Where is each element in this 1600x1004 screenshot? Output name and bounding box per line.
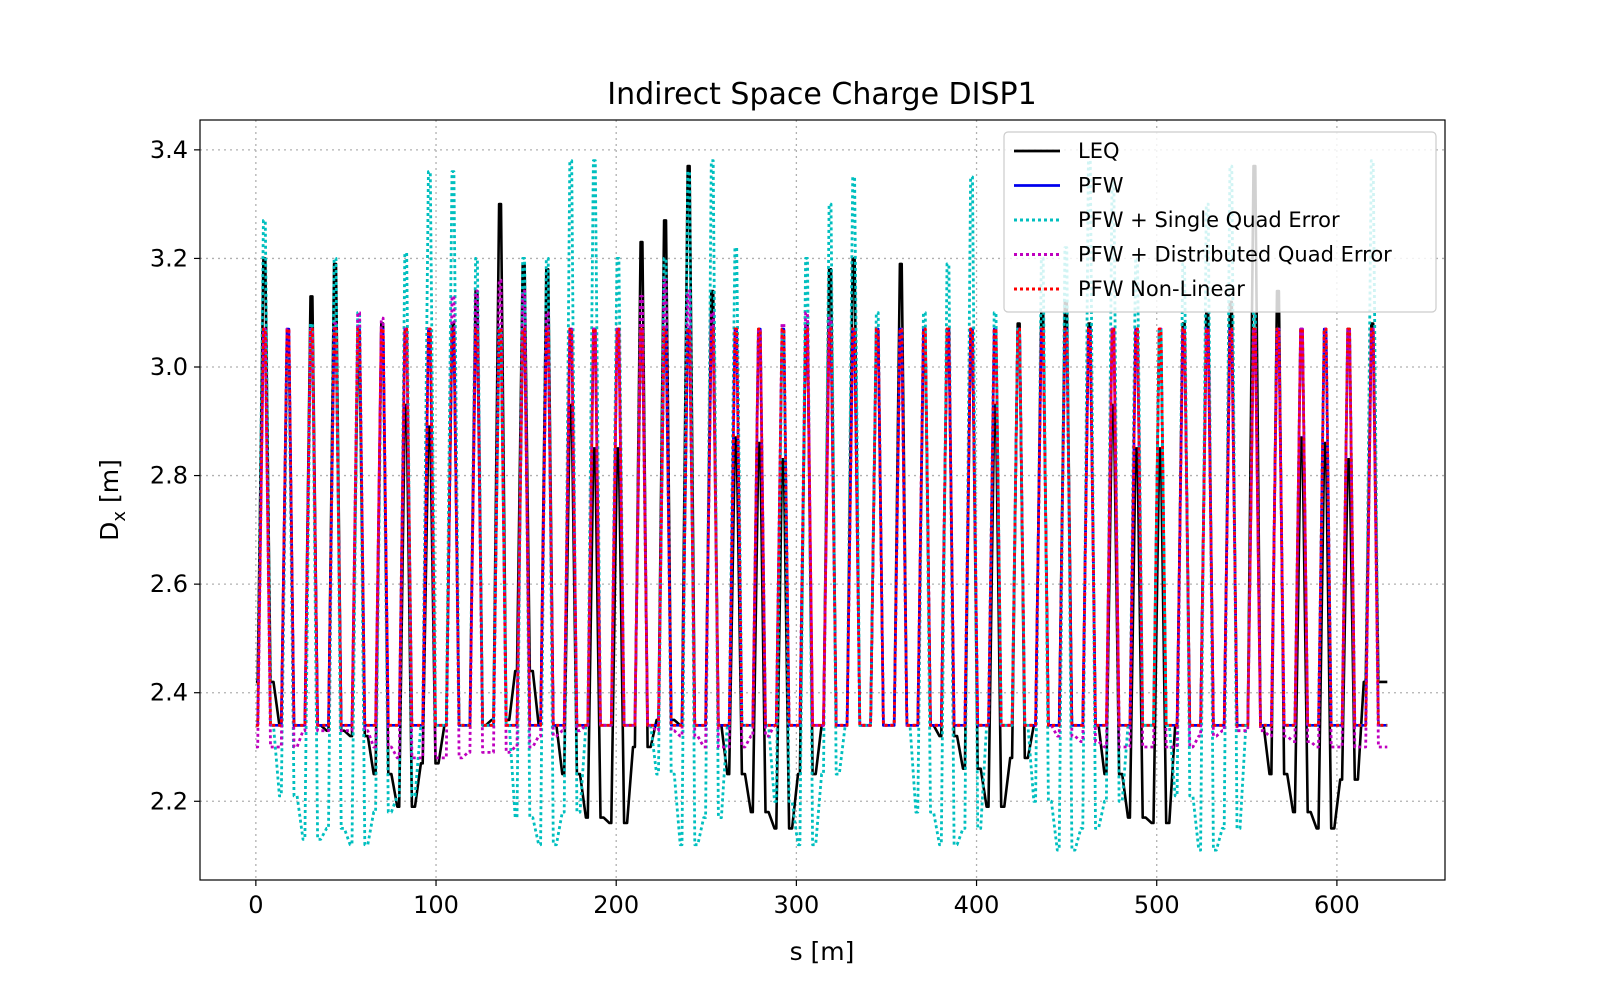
legend-label: PFW bbox=[1078, 174, 1124, 198]
y-tick-label: 2.2 bbox=[150, 787, 188, 815]
svg-text:Dx[m]: Dx [m] bbox=[95, 459, 130, 541]
legend-label: PFW + Distributed Quad Error bbox=[1078, 243, 1392, 267]
y-axis-label-main: D bbox=[95, 522, 124, 541]
y-tick-label: 3.0 bbox=[150, 353, 188, 381]
y-axis-label-unit: [m] bbox=[95, 459, 124, 503]
x-tick-label: 500 bbox=[1134, 891, 1180, 919]
legend-label: PFW Non-Linear bbox=[1078, 277, 1245, 301]
x-tick-label: 300 bbox=[773, 891, 819, 919]
x-axis-label: s [m] bbox=[790, 937, 855, 966]
y-axis-label: Dx [m] bbox=[95, 459, 130, 541]
plot-series bbox=[255, 159, 1388, 852]
axis-ticks: 0 100 200 300 400 500 600 2.2 2.4 2.6 2.8 3.0 3.2 3.4 bbox=[150, 136, 1360, 919]
chart-title: Indirect Space Charge DISP1 bbox=[607, 77, 1036, 112]
y-tick-label: 2.8 bbox=[150, 462, 188, 490]
legend-label: LEQ bbox=[1078, 139, 1120, 163]
x-tick-label: 200 bbox=[593, 891, 639, 919]
plot-frame bbox=[199, 119, 1446, 881]
legend-label: PFW + Single Quad Error bbox=[1078, 208, 1340, 232]
series-line-5 bbox=[255, 327, 1388, 727]
y-tick-label: 3.4 bbox=[150, 136, 188, 164]
legend-box bbox=[1003, 131, 1437, 313]
series-line-4 bbox=[255, 278, 1388, 760]
x-tick-label: 400 bbox=[954, 891, 1000, 919]
x-tick-label: 100 bbox=[413, 891, 459, 919]
y-axis-label-subscript: x bbox=[109, 511, 130, 522]
series-line-3 bbox=[255, 159, 1388, 852]
y-tick-label: 3.2 bbox=[150, 244, 188, 272]
y-tick-label: 2.4 bbox=[150, 679, 188, 707]
y-tick-label: 2.6 bbox=[150, 570, 188, 598]
x-tick-label: 600 bbox=[1314, 891, 1360, 919]
x-tick-label: 0 bbox=[248, 891, 263, 919]
legend: LEQ PFW PFW + Single Quad Error PFW + Distr… bbox=[1003, 131, 1437, 313]
